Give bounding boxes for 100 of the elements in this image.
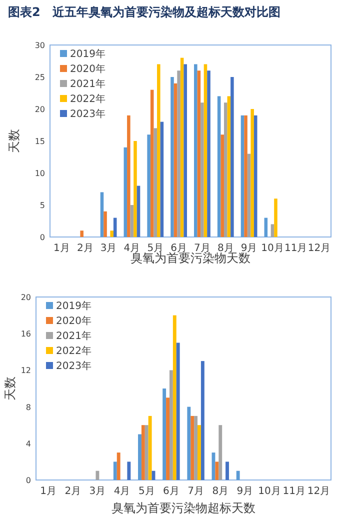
x-tick-label: 8月	[212, 486, 229, 497]
bar	[227, 96, 231, 237]
y-tick-label: 5	[40, 201, 45, 210]
bar	[127, 115, 130, 237]
bar	[200, 361, 204, 480]
x-tick-label: 7月	[188, 486, 204, 497]
bar	[236, 470, 240, 480]
bar	[270, 224, 274, 237]
bar	[240, 115, 244, 237]
bar	[177, 70, 180, 237]
bar	[162, 388, 166, 480]
bar	[113, 218, 117, 237]
legend-label: 2022年	[56, 345, 92, 357]
bar	[148, 416, 152, 480]
y-tick-label: 4	[26, 439, 31, 448]
y-tick-label: 0	[26, 476, 31, 485]
chart-title: 图表2 近五年臭氧为首要污染物及超标天数对比图	[8, 5, 280, 19]
bar	[110, 230, 114, 237]
bar	[136, 186, 140, 237]
legend-label: 2020年	[70, 63, 106, 75]
bar	[138, 434, 142, 480]
x-tick-label: 12月	[307, 486, 330, 497]
x-tick-label: 4月	[124, 243, 140, 254]
bar	[198, 425, 201, 480]
x-tick-label: 10月	[261, 243, 284, 254]
bar	[113, 462, 117, 480]
y-tick-label: 10	[34, 169, 45, 178]
y-tick-label: 15	[34, 137, 45, 146]
bar	[207, 70, 210, 237]
bar	[134, 141, 137, 237]
x-tick-label: 1月	[40, 486, 56, 497]
bar	[224, 102, 228, 237]
bar	[200, 102, 204, 237]
bar	[172, 315, 176, 480]
bar	[124, 147, 128, 237]
legend-label: 2023年	[56, 360, 92, 372]
bar	[194, 416, 198, 480]
bar	[100, 192, 104, 237]
x-tick-label: 1月	[54, 243, 70, 254]
bar	[180, 58, 184, 237]
bar	[157, 64, 160, 237]
bar	[166, 398, 170, 480]
legend-label: 2019年	[70, 48, 106, 60]
legend-label: 2020年	[56, 315, 92, 327]
bar	[190, 416, 194, 480]
bar	[218, 425, 222, 480]
bar	[254, 115, 258, 237]
legend-label: 2019年	[56, 300, 92, 312]
bar	[176, 342, 180, 480]
x-tick-label: 2月	[64, 486, 82, 497]
x-tick-label: 10月	[258, 486, 281, 497]
bar	[127, 462, 131, 480]
legend-label: 2021年	[56, 330, 92, 342]
bar	[217, 96, 221, 237]
bar	[80, 230, 84, 237]
bar	[141, 425, 145, 480]
x-tick-label: 11月	[282, 486, 306, 497]
legend-label: 2022年	[70, 93, 106, 105]
bar	[264, 218, 268, 237]
bar	[197, 70, 201, 237]
y-tick-label: 25	[34, 73, 45, 82]
x-axis-title: 臭氧为首要污染物超标天数	[112, 501, 256, 515]
x-tick-label: 3月	[89, 486, 106, 497]
bar	[147, 134, 150, 237]
x-tick-label: 9月	[240, 243, 258, 254]
bar	[194, 64, 198, 237]
bar	[144, 425, 148, 480]
bar	[184, 64, 187, 237]
bar	[154, 128, 158, 237]
y-tick-label: 20	[20, 293, 31, 302]
x-axis-title: 臭氧为首要污染物天数	[130, 251, 250, 265]
x-tick-label: 8月	[217, 243, 234, 254]
bar	[150, 90, 154, 237]
x-tick-label: 6月	[163, 486, 180, 497]
y-tick-label: 12	[20, 366, 31, 376]
x-tick-label: 3月	[100, 243, 117, 254]
bar	[130, 205, 134, 237]
y-tick-label: 16	[20, 330, 31, 339]
bar	[274, 198, 278, 237]
bar	[96, 470, 100, 480]
x-tick-label: 11月	[284, 243, 308, 254]
bar	[250, 109, 254, 237]
bar	[226, 462, 229, 480]
bar	[187, 406, 191, 480]
y-tick-label: 30	[34, 41, 45, 50]
y-tick-label: 0	[40, 233, 45, 242]
bar	[215, 462, 219, 480]
legend-label: 2023年	[70, 108, 106, 120]
x-tick-label: 12月	[308, 243, 331, 254]
legend-label: 2021年	[70, 78, 106, 90]
bar	[169, 370, 173, 480]
x-tick-label: 2月	[76, 243, 94, 254]
bar	[104, 211, 107, 237]
bar	[244, 115, 248, 237]
y-axis-title: 天数	[3, 376, 17, 400]
x-tick-label: 4月	[114, 486, 130, 497]
x-tick-label: 9月	[236, 486, 254, 497]
bar	[174, 83, 178, 237]
bar	[170, 77, 174, 237]
bar	[160, 122, 164, 237]
